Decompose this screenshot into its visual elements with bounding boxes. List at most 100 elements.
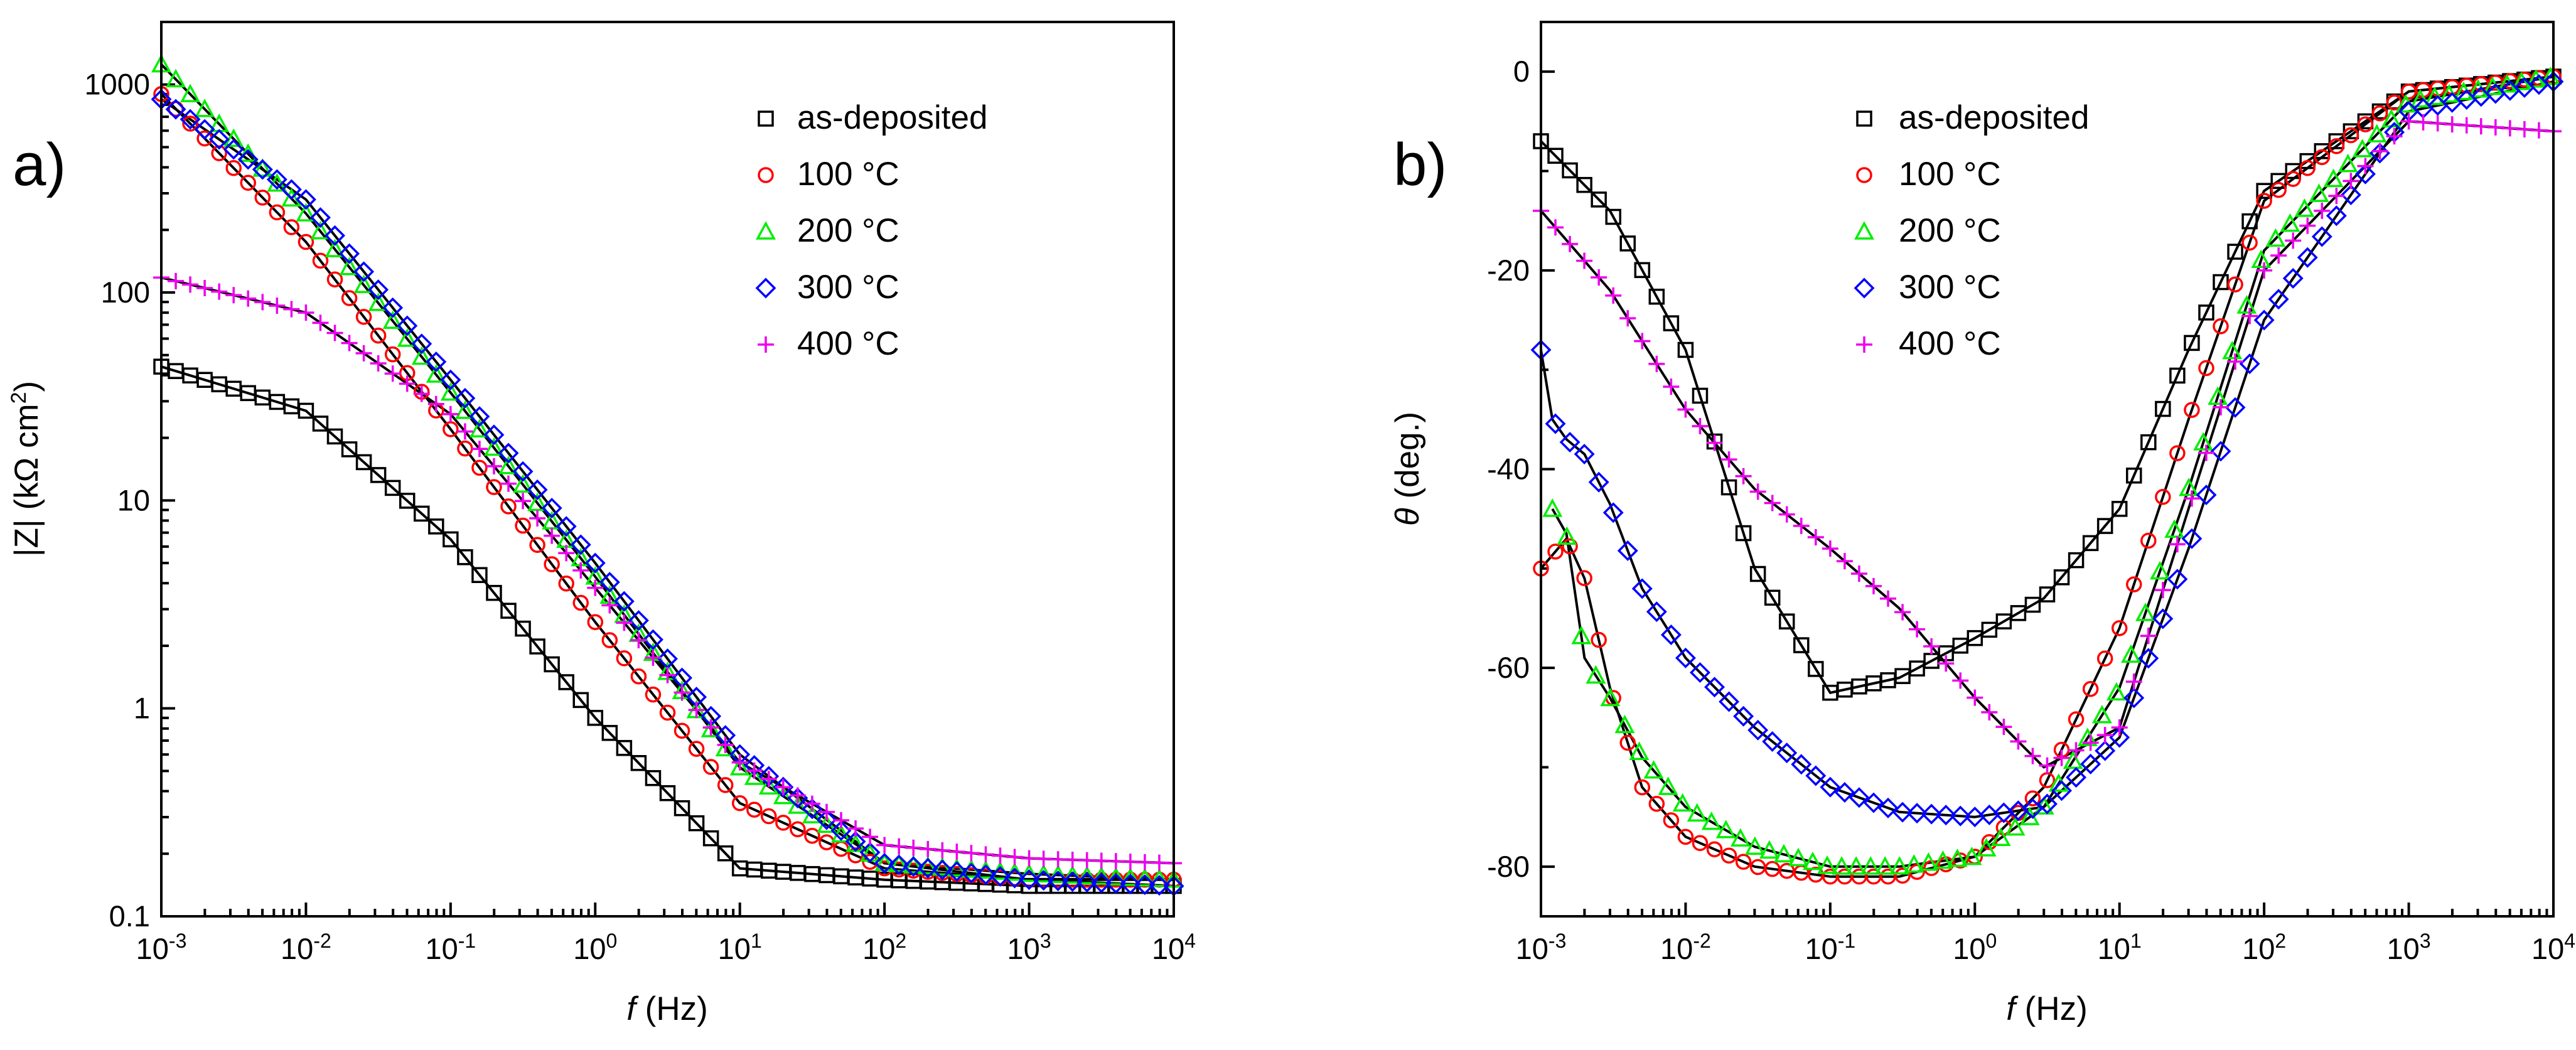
data-point <box>2154 582 2171 599</box>
data-point <box>2270 247 2287 264</box>
data-point <box>515 517 531 534</box>
data-point <box>876 837 893 854</box>
data-point <box>1894 867 1911 884</box>
data-point <box>2256 262 2273 279</box>
data-point <box>1605 287 1622 304</box>
data-point <box>2352 139 2373 158</box>
data-point <box>584 552 606 574</box>
fit-line-1 <box>161 365 1174 887</box>
data-point <box>283 301 300 318</box>
panel-b-legend: as-deposited 100 °C 200 °C 300 °C 400 °C <box>1854 99 2089 362</box>
data-point <box>428 518 444 535</box>
data-point <box>326 324 343 341</box>
data-point <box>758 776 779 795</box>
data-point <box>1921 803 1942 825</box>
data-point <box>845 831 866 852</box>
data-point <box>1006 849 1023 865</box>
data-point <box>1035 850 1052 867</box>
data-point <box>1715 820 1736 838</box>
data-point <box>1793 517 1810 534</box>
data-point <box>2410 88 2430 108</box>
legend-label: 200 °C <box>1899 212 2001 249</box>
data-point <box>2068 711 2085 727</box>
data-point <box>1776 742 1798 764</box>
data-point <box>1648 795 1665 812</box>
data-point <box>744 766 765 785</box>
data-point <box>168 272 185 289</box>
data-point <box>1571 626 1592 645</box>
data-point <box>486 584 502 601</box>
data-point <box>1720 451 1737 468</box>
legend-label: as-deposited <box>1899 99 2089 136</box>
data-point <box>1619 235 1636 252</box>
data-point <box>1588 471 1609 493</box>
data-point <box>298 304 314 321</box>
data-point <box>180 83 201 102</box>
data-point <box>341 441 358 458</box>
data-point <box>1547 219 1564 236</box>
x-tick-label: 10-1 <box>1805 929 1855 965</box>
data-point <box>558 545 575 562</box>
data-point <box>427 395 444 412</box>
panel-a-fit-lines <box>160 63 1174 887</box>
data-point <box>513 474 534 493</box>
data-point <box>2314 143 2331 159</box>
legend-symbol <box>756 221 776 240</box>
data-point <box>2213 318 2229 335</box>
data-point <box>903 855 924 874</box>
data-point <box>2371 105 2388 122</box>
data-point <box>2222 340 2243 360</box>
data-point <box>341 335 358 351</box>
data-point <box>862 828 879 845</box>
data-point <box>558 575 574 592</box>
data-point <box>1048 864 1068 883</box>
data-point <box>891 838 908 855</box>
data-point <box>2198 304 2214 321</box>
data-point <box>1720 847 1737 864</box>
data-point <box>370 327 387 344</box>
data-point <box>1557 526 1577 545</box>
data-point <box>414 505 430 522</box>
panel-b-x-axis-title: f (Hz) <box>2006 990 2088 1027</box>
data-point <box>486 479 502 495</box>
data-point <box>1720 479 1737 496</box>
data-point <box>1863 792 1884 813</box>
data-point <box>1880 590 1897 607</box>
data-point <box>1663 315 1680 331</box>
data-point <box>355 309 372 325</box>
data-point <box>2039 586 2056 603</box>
data-point <box>1820 776 1841 798</box>
data-point <box>1967 689 1983 706</box>
data-point <box>440 369 461 390</box>
data-point <box>195 99 215 117</box>
data-point <box>1614 714 1635 734</box>
data-point <box>833 812 850 828</box>
data-point <box>240 290 257 307</box>
data-point <box>266 169 287 190</box>
data-point <box>616 614 633 631</box>
data-point <box>1976 838 1997 857</box>
data-point <box>630 632 647 649</box>
data-point <box>384 346 401 363</box>
data-point <box>1076 872 1098 893</box>
data-point <box>1547 544 1564 560</box>
data-point <box>2386 128 2403 145</box>
data-point <box>1562 162 1578 179</box>
data-point <box>746 762 763 779</box>
data-point <box>2152 608 2174 629</box>
data-point <box>1091 872 1112 894</box>
data-point <box>599 572 620 593</box>
panel-b-fit-lines <box>1540 75 2554 878</box>
data-point <box>443 421 459 437</box>
data-point <box>483 424 505 446</box>
data-point <box>2501 120 2518 137</box>
data-point <box>529 537 545 554</box>
data-point <box>630 755 647 771</box>
data-point <box>601 632 618 648</box>
data-point <box>659 667 676 683</box>
data-point <box>1807 528 1824 545</box>
data-point <box>2280 213 2300 232</box>
data-point <box>2328 133 2345 149</box>
legend-label: as-deposited <box>797 99 987 136</box>
data-point <box>1049 851 1066 868</box>
